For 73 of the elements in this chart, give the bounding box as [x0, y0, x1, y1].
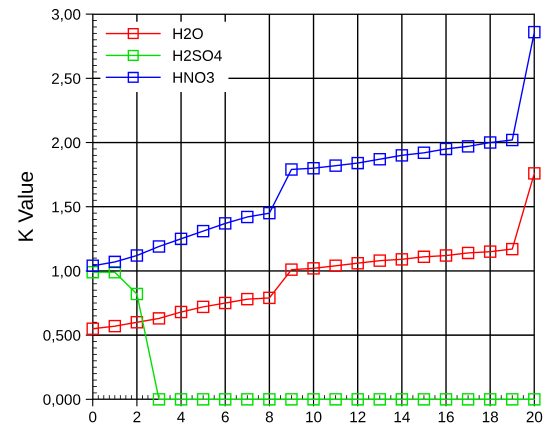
point [174, 232, 188, 246]
point [241, 210, 254, 224]
point [285, 393, 298, 406]
y-tick-label: 0,500 [43, 330, 80, 343]
legend-label: H2O [173, 28, 203, 40]
x-tick-label: 8 [266, 412, 273, 422]
point [506, 242, 519, 256]
point [108, 320, 122, 332]
x-tick-label: 0 [89, 412, 96, 422]
point [440, 249, 452, 262]
point [329, 159, 342, 172]
point [462, 246, 474, 260]
y-tick-label: 2,00 [52, 137, 80, 150]
point [506, 393, 519, 406]
point [130, 316, 144, 329]
point [396, 149, 408, 162]
legend-label: H2SO4 [173, 50, 222, 61]
x-tick-label: 14 [394, 412, 410, 422]
point [196, 300, 210, 314]
point [285, 163, 298, 176]
point [196, 224, 210, 238]
point [484, 245, 496, 258]
point [152, 312, 166, 325]
x-tick-label: 4 [177, 412, 185, 422]
y-tick-label: 3,00 [52, 8, 80, 22]
x-tick-label: 6 [222, 412, 229, 422]
point [484, 136, 496, 149]
point [307, 262, 320, 275]
point [174, 306, 188, 318]
point [528, 167, 541, 180]
legend-label: HNO3 [173, 72, 214, 83]
point [108, 256, 122, 268]
point [329, 260, 342, 272]
point [418, 250, 430, 264]
x-tick-label: 18 [482, 412, 498, 422]
point [418, 146, 430, 160]
x-tick-label: 20 [526, 412, 542, 422]
point [285, 263, 298, 276]
y-axis-title: K Value [18, 172, 34, 241]
point [263, 206, 276, 220]
point [108, 266, 122, 278]
x-tick-label: 12 [350, 412, 366, 422]
x-tick-label: 2 [133, 412, 140, 422]
point [462, 140, 474, 153]
point [130, 249, 144, 262]
y-tick-label: 0,000 [43, 394, 80, 407]
point [218, 217, 232, 230]
point [351, 256, 364, 270]
point [506, 134, 519, 146]
point [351, 156, 364, 170]
y-tick-label: 2,50 [52, 73, 80, 86]
point [196, 393, 210, 406]
point [440, 142, 452, 156]
y-tick-label: 1,50 [52, 202, 80, 214]
point [263, 292, 276, 304]
x-tick-label: 10 [306, 412, 322, 422]
point [152, 240, 166, 253]
point [396, 253, 408, 266]
x-tick-label: 16 [438, 412, 454, 422]
point [130, 288, 144, 300]
point [218, 296, 232, 310]
point [374, 152, 386, 166]
point [329, 393, 342, 406]
point [418, 393, 430, 406]
point [241, 292, 254, 306]
point [374, 393, 386, 406]
point [241, 393, 254, 406]
y-tick-label: 1,00 [52, 266, 80, 278]
point [307, 162, 320, 174]
point [528, 26, 541, 38]
point [152, 393, 166, 406]
point [462, 393, 474, 406]
point [374, 254, 386, 267]
